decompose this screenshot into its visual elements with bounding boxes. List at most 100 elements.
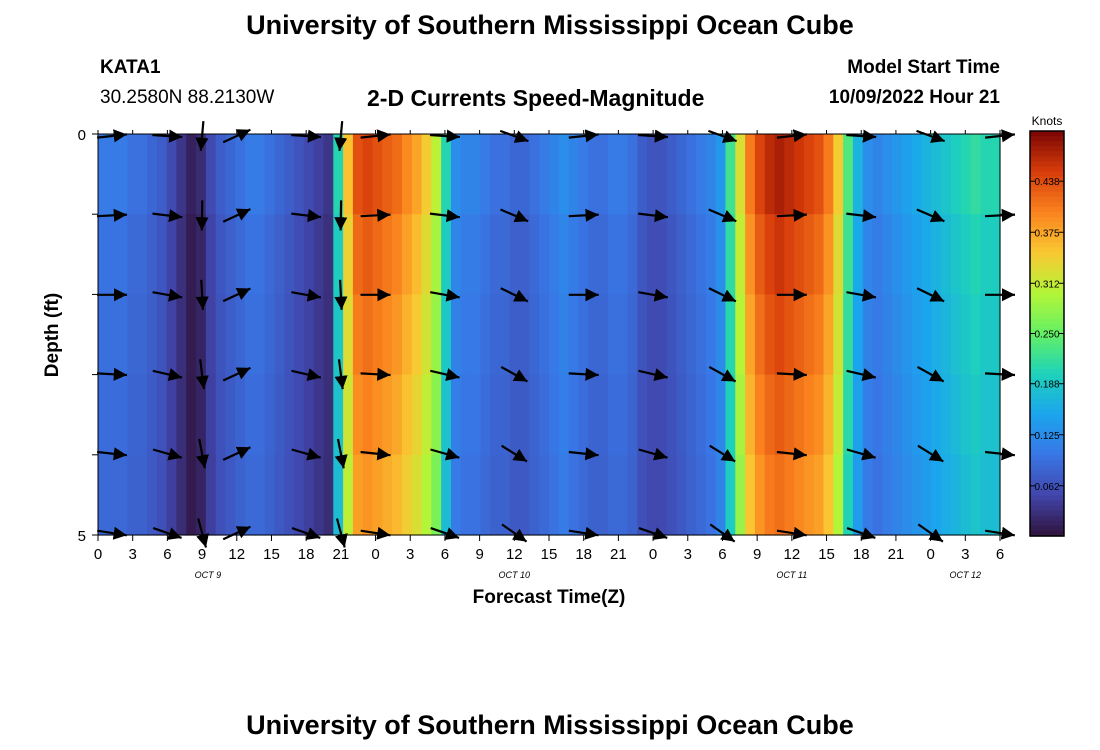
current-arrow [776, 208, 807, 222]
heatmap-cell [156, 214, 168, 295]
heatmap-cell [509, 294, 521, 376]
heatmap-cell [950, 374, 962, 456]
heatmap-cell [431, 374, 442, 456]
x-tick-label: 12 [784, 546, 801, 563]
heatmap-cell [578, 214, 589, 295]
colorbar-swatch [1030, 318, 1064, 324]
current-arrow [96, 367, 128, 381]
heatmap-cell [598, 294, 609, 376]
heatmap-cell [401, 214, 413, 295]
heatmap-cell [392, 134, 403, 215]
heatmap-cell [235, 374, 246, 456]
heatmap-cell [647, 454, 658, 536]
heatmap-cell [794, 454, 805, 536]
heatmap-cell [568, 214, 580, 295]
heatmap-cell [980, 294, 991, 376]
colorbar-swatch [1030, 217, 1064, 223]
colorbar-tick-label: 0.188 [1034, 380, 1059, 391]
current-arrow [568, 208, 599, 222]
colorbar-swatch [1030, 277, 1064, 284]
colorbar-swatch [1030, 282, 1064, 289]
colorbar-swatch [1030, 313, 1064, 319]
heatmap-cell [833, 374, 844, 456]
heatmap-cell [882, 294, 893, 376]
colorbar-swatch [1030, 303, 1064, 309]
x-tick-label: 18 [575, 546, 592, 563]
heatmap-cell [813, 454, 825, 536]
heatmap-cell [794, 214, 805, 295]
colorbar-swatch [1030, 480, 1064, 486]
heatmap-cell [970, 454, 981, 536]
heatmap-cell [264, 214, 276, 295]
heatmap-cell [274, 214, 285, 295]
colorbar-swatch [1030, 151, 1064, 157]
heatmap-cell [127, 294, 138, 376]
heatmap-cell [607, 374, 619, 456]
colorbar-swatch [1030, 520, 1064, 527]
heatmap-cell [147, 134, 158, 215]
heatmap-cell [862, 134, 874, 215]
heatmap-cell [549, 214, 560, 295]
heatmap-cell [166, 134, 178, 215]
heatmap-cell [421, 454, 432, 536]
heatmap-cell [343, 294, 354, 376]
heatmap-cell [911, 294, 923, 376]
heatmap-cell [450, 294, 462, 376]
heatmap-cell [852, 294, 864, 376]
heatmap-cell [294, 374, 305, 456]
heatmap-cell [421, 294, 432, 376]
heatmap-cell [539, 134, 550, 215]
heatmap-cell [323, 454, 334, 536]
heatmap-cell [176, 454, 187, 536]
heatmap-cell [656, 134, 668, 215]
heatmap-cell [137, 374, 148, 456]
heatmap-cell [754, 454, 766, 536]
heatmap-cell [470, 294, 481, 376]
current-arrow [568, 447, 599, 461]
colorbar-swatch [1030, 374, 1064, 380]
heatmap-cell [460, 214, 472, 295]
heatmap-cell [254, 214, 266, 295]
heatmap-cell [647, 214, 658, 295]
heatmap-cell [137, 214, 148, 295]
heatmap-cell [990, 134, 1001, 215]
heatmap-cell [343, 134, 354, 215]
heatmap-cell [715, 134, 727, 215]
heatmap-cell [490, 134, 501, 215]
colorbar-swatch [1030, 212, 1064, 218]
heatmap-cell [666, 214, 678, 295]
heatmap-cell [186, 134, 197, 215]
heatmap-cell [686, 214, 697, 295]
heatmap-cell [686, 294, 697, 376]
current-arrow [195, 438, 209, 469]
heatmap-cell [892, 214, 903, 295]
colorbar-swatch [1030, 166, 1064, 173]
colorbar-swatch [1030, 252, 1064, 259]
heatmap-cell [421, 134, 432, 215]
heatmap-cell [186, 454, 197, 536]
heatmap-cell [215, 214, 227, 295]
current-arrow [638, 209, 669, 223]
heatmap-cell [754, 214, 766, 295]
heatmap-cell [823, 374, 834, 456]
heatmap-cell [921, 454, 932, 536]
colorbar-tick-label: 0.312 [1034, 279, 1059, 290]
heatmap-cell [284, 134, 295, 215]
heatmap-cell [117, 214, 129, 295]
current-arrow [638, 129, 669, 143]
colorbar-swatch [1030, 409, 1064, 416]
heatmap-cell [911, 374, 923, 456]
heatmap-cell [686, 134, 697, 215]
heatmap-cell [588, 454, 599, 536]
heatmap-cell [764, 374, 776, 456]
current-arrow [152, 368, 183, 382]
x-tick-label: 21 [888, 546, 905, 563]
heatmap-cell [362, 214, 374, 295]
heatmap-cell [696, 374, 707, 456]
colorbar-swatch [1030, 161, 1064, 168]
current-arrow [360, 208, 391, 222]
heatmap-cell [725, 214, 736, 295]
current-arrow [708, 287, 737, 303]
heatmap-cell [882, 214, 893, 295]
heatmap-cell [392, 214, 403, 295]
